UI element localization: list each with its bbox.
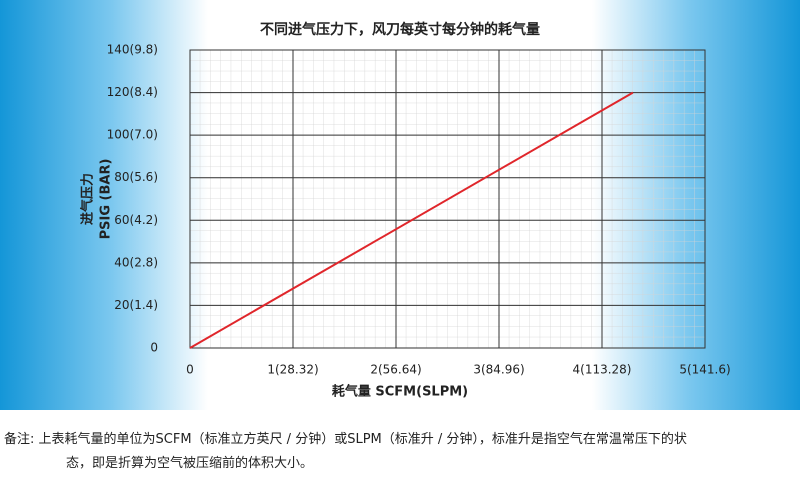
x-tick-label: 5(141.6) xyxy=(679,363,730,377)
note: 备注: 上表耗气量的单位为SCFM（标准立方英尺 / 分钟）或SLPM（标准升 … xyxy=(4,428,800,476)
y-tick-label: 40(2.8) xyxy=(114,255,158,269)
y-tick-label: 0 xyxy=(150,341,158,355)
y-tick-label: 100(7.0) xyxy=(107,128,158,142)
y-tick-label: 60(4.2) xyxy=(114,213,158,227)
y-tick-label: 140(9.8) xyxy=(107,43,158,57)
chart: 不同进气压力下，风刀每英寸每分钟的耗气量 耗气量 SCFM(SLPM) 进气压力… xyxy=(80,21,731,400)
x-tick-label: 2(56.64) xyxy=(370,363,421,377)
note-text: 上表耗气量的单位为SCFM（标准立方英尺 / 分钟）或SLPM（标准升 / 分钟… xyxy=(38,432,687,447)
y-tick-label: 20(1.4) xyxy=(114,298,158,312)
x-tick-label: 3(84.96) xyxy=(473,363,524,377)
x-axis-label: 耗气量 SCFM(SLPM) xyxy=(332,384,468,400)
line xyxy=(189,91,634,349)
x-tick-label: 0 xyxy=(186,363,194,377)
y-tick-label: 120(8.4) xyxy=(107,85,158,99)
y-tick-label: 80(5.6) xyxy=(114,170,158,184)
y-axis-label: PSIG (BAR) xyxy=(99,159,114,240)
note-label: 备注: xyxy=(4,432,35,447)
chart-title: 不同进气压力下，风刀每英寸每分钟的耗气量 xyxy=(260,21,540,38)
note-text: 态，即是折算为空气被压缩前的体积大小。 xyxy=(66,456,314,471)
x-tick-label: 4(113.28) xyxy=(573,363,632,377)
x-tick-label: 1(28.32) xyxy=(267,363,318,377)
y-axis-label: 进气压力 xyxy=(80,173,96,225)
